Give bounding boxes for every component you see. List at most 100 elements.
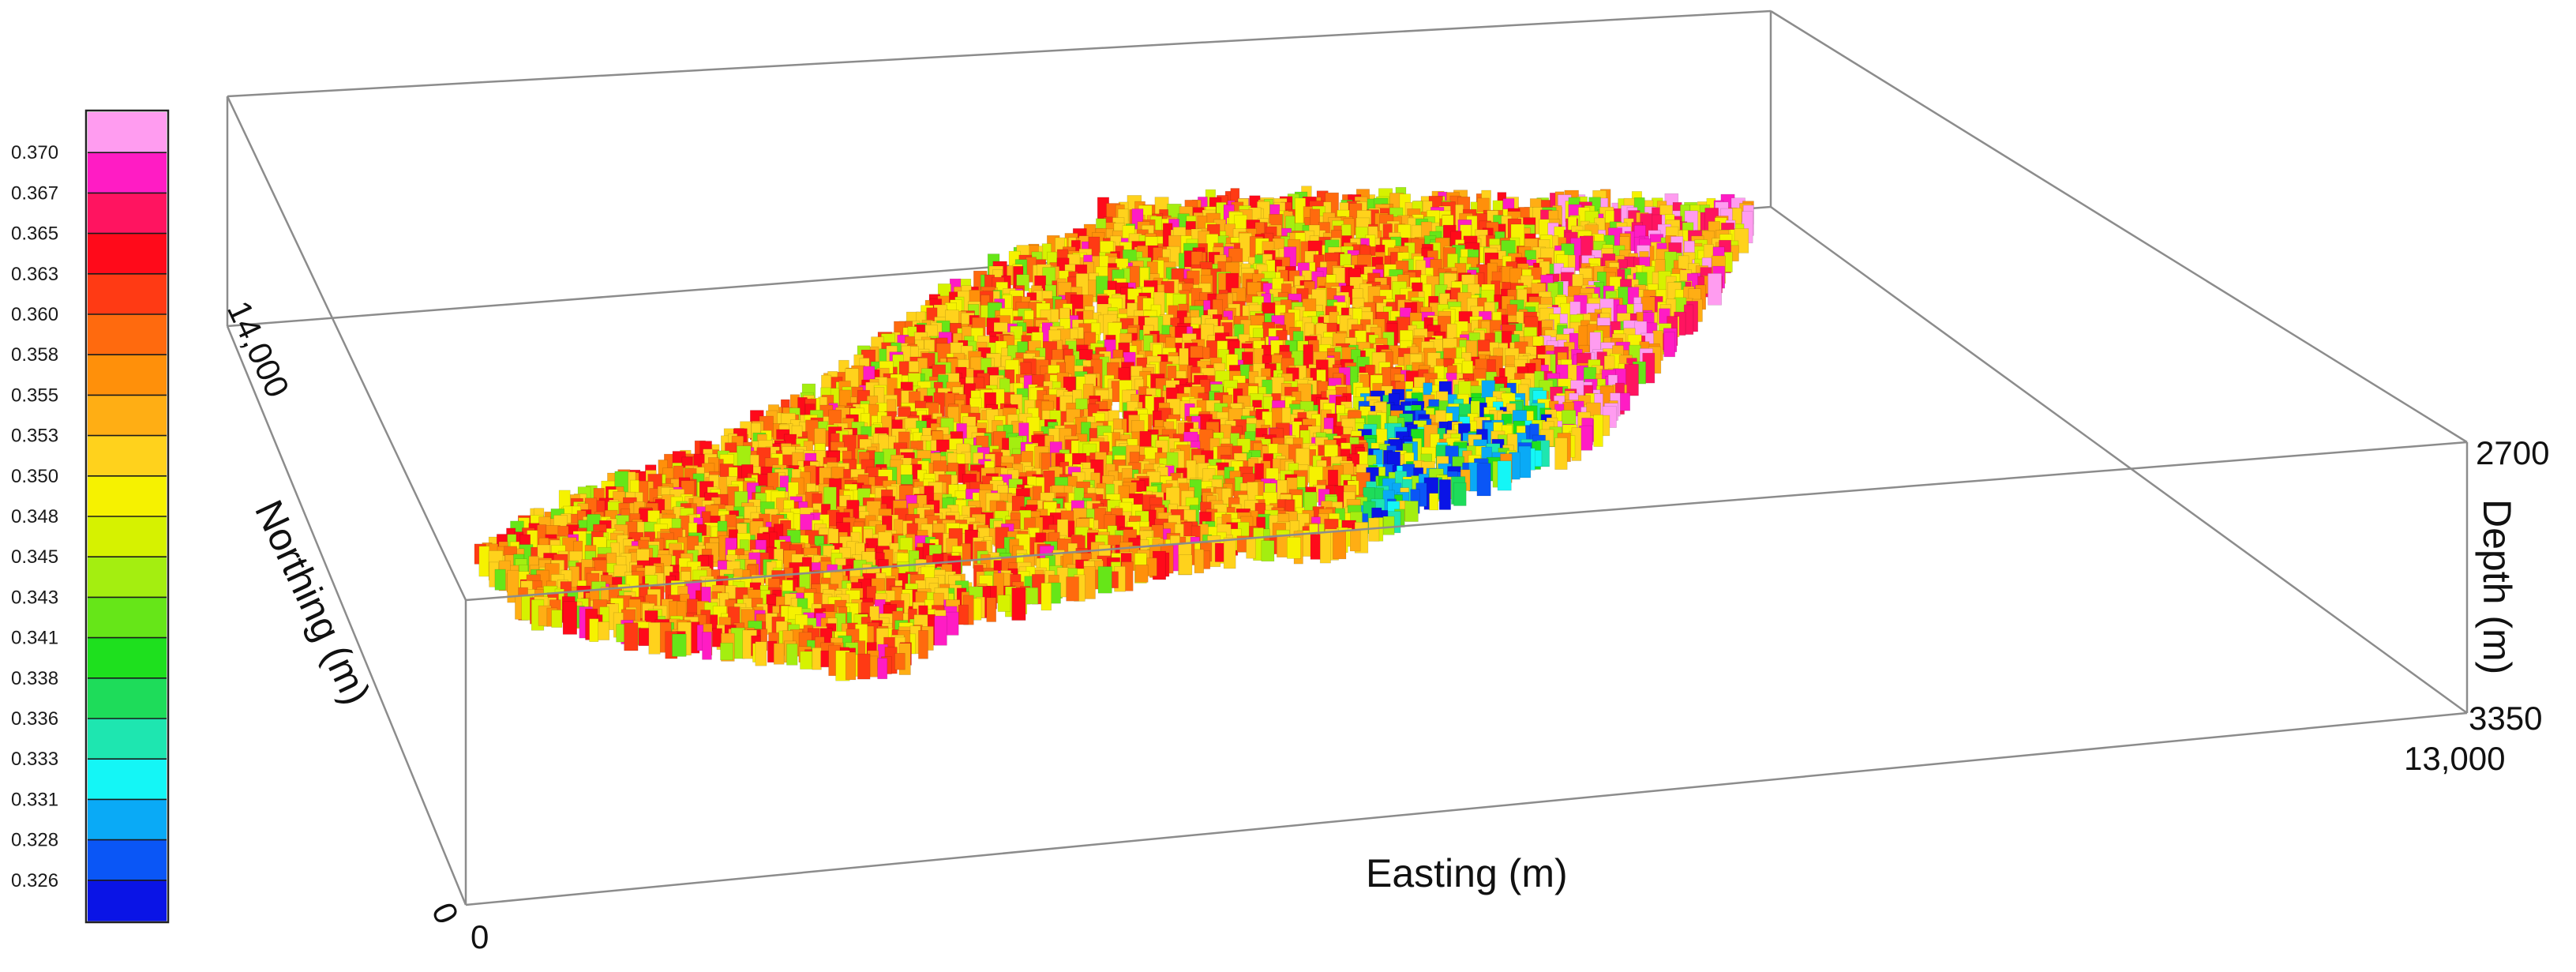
voxel-cell — [986, 597, 996, 622]
colorbar-swatch — [88, 677, 167, 719]
voxel-cell — [1011, 587, 1026, 621]
voxel-cell — [1333, 531, 1347, 560]
colorbar-swatch — [88, 193, 167, 235]
colorbar-tick-label: 0.360 — [11, 304, 58, 325]
easting-tick-13000: 13,000 — [2404, 740, 2505, 777]
colorbar-swatch — [88, 799, 167, 841]
voxel-cell — [1223, 537, 1236, 569]
voxel-cell — [562, 601, 577, 635]
colorbar-swatch — [88, 152, 167, 193]
voxel-cell — [720, 642, 733, 661]
voxel-cell — [624, 622, 639, 651]
depth-tick-3350: 3350 — [2469, 700, 2542, 737]
easting-tick-0: 0 — [471, 918, 489, 955]
voxel-cell — [1246, 536, 1256, 559]
voxel-cell — [1194, 549, 1205, 574]
colorbar-tick-label: 0.367 — [11, 182, 58, 204]
voxel-cell — [1134, 564, 1149, 583]
colorbar-tick-label: 0.358 — [11, 344, 58, 366]
colorbar-swatch — [88, 557, 167, 598]
colorbar-swatch — [88, 273, 167, 315]
voxel-cell — [845, 651, 857, 681]
box-edge — [1770, 9, 2468, 444]
voxel-cell — [589, 618, 599, 642]
voxel-cell — [1404, 501, 1419, 522]
colorbar-swatch — [88, 880, 167, 921]
voxel-cell — [1319, 531, 1331, 564]
voxel-cell — [1097, 566, 1112, 594]
voxel-cell — [1518, 445, 1532, 478]
depth-tick-2700: 2700 — [2476, 434, 2549, 471]
colorbar-swatch — [88, 839, 167, 881]
colorbar: 0.370 0.367 0.365 0.363 0.360 0.358 0.355 0.353… — [11, 109, 170, 924]
colorbar-tick-label: 0.336 — [11, 708, 58, 730]
voxel-cell — [1349, 529, 1361, 552]
colorbar-tick-label: 0.333 — [11, 749, 58, 770]
colorbar-tick-label: 0.331 — [11, 789, 58, 810]
colorbar-tick-label: 0.326 — [11, 870, 58, 891]
voxel-cell — [877, 658, 888, 680]
voxel-cell — [755, 641, 767, 666]
voxel-cell — [478, 546, 490, 577]
voxel-cell — [1287, 536, 1301, 559]
colorbar-swatch — [88, 233, 167, 275]
voxel-cell — [786, 644, 798, 666]
voxel-cell — [702, 632, 712, 660]
voxel-cell — [1429, 493, 1439, 511]
box-edge — [227, 9, 1772, 98]
voxel-cell — [1066, 576, 1079, 602]
voxel-cell — [1497, 460, 1512, 491]
voxel-cell — [1178, 554, 1193, 576]
colorbar-swatch — [88, 435, 167, 477]
colorbar-swatch — [88, 637, 167, 679]
voxel-cell — [1438, 479, 1451, 510]
colorbar-swatch — [88, 759, 167, 800]
colorbar-tick-label: 0.328 — [11, 830, 58, 851]
colorbar-swatch — [88, 112, 167, 153]
colorbar-tick-label: 0.370 — [11, 142, 58, 163]
voxel-cell — [857, 653, 871, 680]
colorbar-swatches — [88, 112, 167, 921]
voxel-cell — [894, 652, 906, 670]
voxel-cell — [648, 621, 661, 655]
voxel-cell — [1663, 332, 1675, 358]
voxel-cell — [1382, 516, 1395, 535]
axis-title-depth: Depth (m) — [2475, 499, 2519, 674]
voxel-cell — [1041, 583, 1052, 611]
box-edge — [226, 325, 467, 906]
voxel-cell — [812, 647, 822, 670]
voxel-cell — [598, 621, 610, 640]
colorbar-tick-label: 0.345 — [11, 546, 58, 568]
colorbar-labels: 0.370 0.367 0.365 0.363 0.360 0.358 0.355 0.353… — [11, 142, 58, 891]
voxel-cell — [494, 569, 506, 591]
colorbar-tick-label: 0.350 — [11, 466, 58, 487]
colorbar-tick-label: 0.363 — [11, 264, 58, 285]
colorbar-swatch — [88, 314, 167, 355]
voxel-cell — [1593, 414, 1603, 447]
colorbar-tick-label: 0.338 — [11, 668, 58, 689]
colorbar-swatch — [88, 475, 167, 517]
voxel-cell — [997, 595, 1011, 612]
voxel-cell — [918, 629, 928, 659]
colorbar-tick-label: 0.353 — [11, 426, 58, 447]
voxel-cell — [934, 615, 947, 646]
colorbar-tick-label: 0.343 — [11, 587, 58, 608]
voxel-cell — [1476, 463, 1491, 497]
colorbar-swatch — [88, 395, 167, 437]
northing-tick-0: 0 — [425, 897, 466, 929]
voxel-cell — [672, 633, 687, 657]
voxel-cell — [1083, 565, 1096, 599]
voxel-cell — [1453, 482, 1467, 506]
voxel-cell — [1554, 437, 1568, 470]
colorbar-swatch — [88, 355, 167, 396]
axis-title-easting: Easting (m) — [1366, 851, 1568, 895]
colorbar-tick-label: 0.365 — [11, 223, 58, 245]
colorbar-swatch — [88, 597, 167, 639]
voxel-cell — [945, 611, 959, 636]
box-edge — [1770, 205, 2468, 715]
voxel-cell — [800, 651, 813, 670]
colorbar-swatch — [88, 516, 167, 557]
colorbar-tick-label: 0.355 — [11, 385, 58, 406]
colorbar-tick-label: 0.348 — [11, 506, 58, 527]
